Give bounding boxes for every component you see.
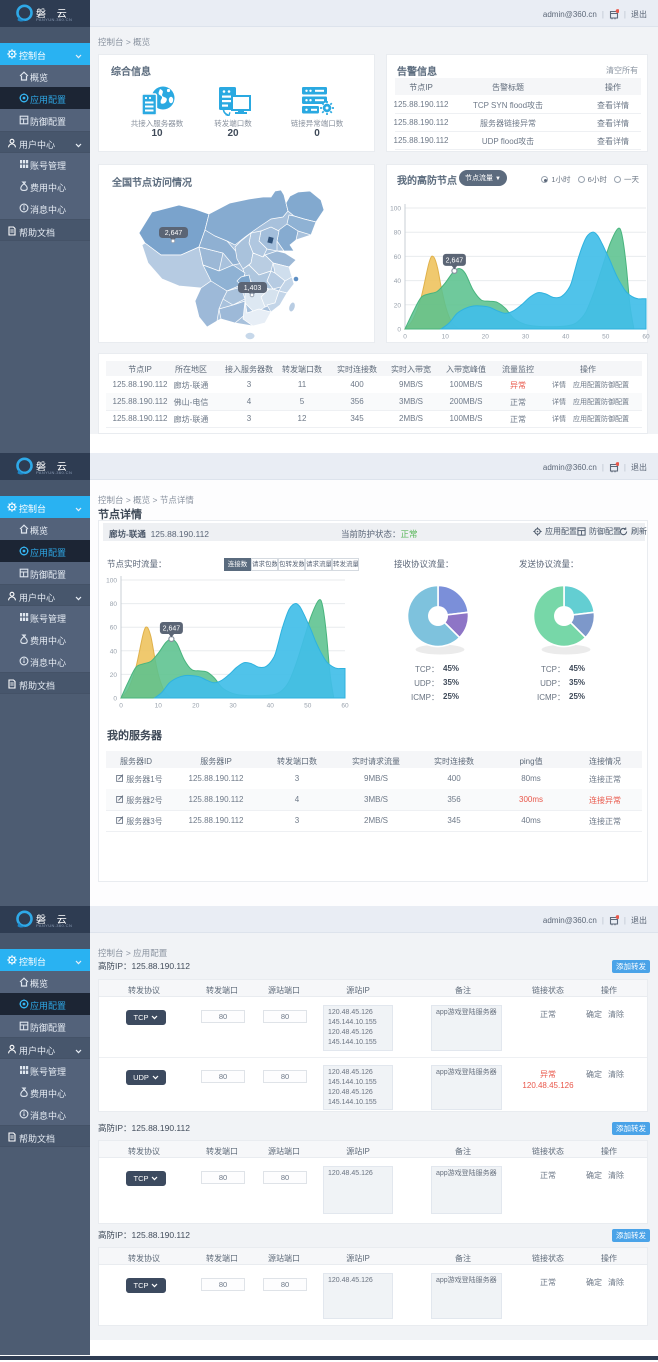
svg-text:30: 30 <box>522 334 530 341</box>
svg-text:2,647: 2,647 <box>165 230 183 237</box>
svg-text:100: 100 <box>390 206 401 213</box>
svg-text:0: 0 <box>397 327 401 334</box>
svg-text:20: 20 <box>482 334 490 341</box>
svg-text:40: 40 <box>562 334 570 341</box>
svg-text:40: 40 <box>394 278 402 285</box>
svg-text:1,403: 1,403 <box>244 285 262 292</box>
svg-text:60: 60 <box>642 334 650 341</box>
svg-text:80: 80 <box>394 230 402 237</box>
svg-text:20: 20 <box>394 302 402 309</box>
svg-text:2,647: 2,647 <box>446 257 464 264</box>
svg-text:10: 10 <box>442 334 450 341</box>
svg-text:0: 0 <box>403 334 407 341</box>
svg-text:60: 60 <box>394 254 402 261</box>
svg-text:50: 50 <box>602 334 610 341</box>
